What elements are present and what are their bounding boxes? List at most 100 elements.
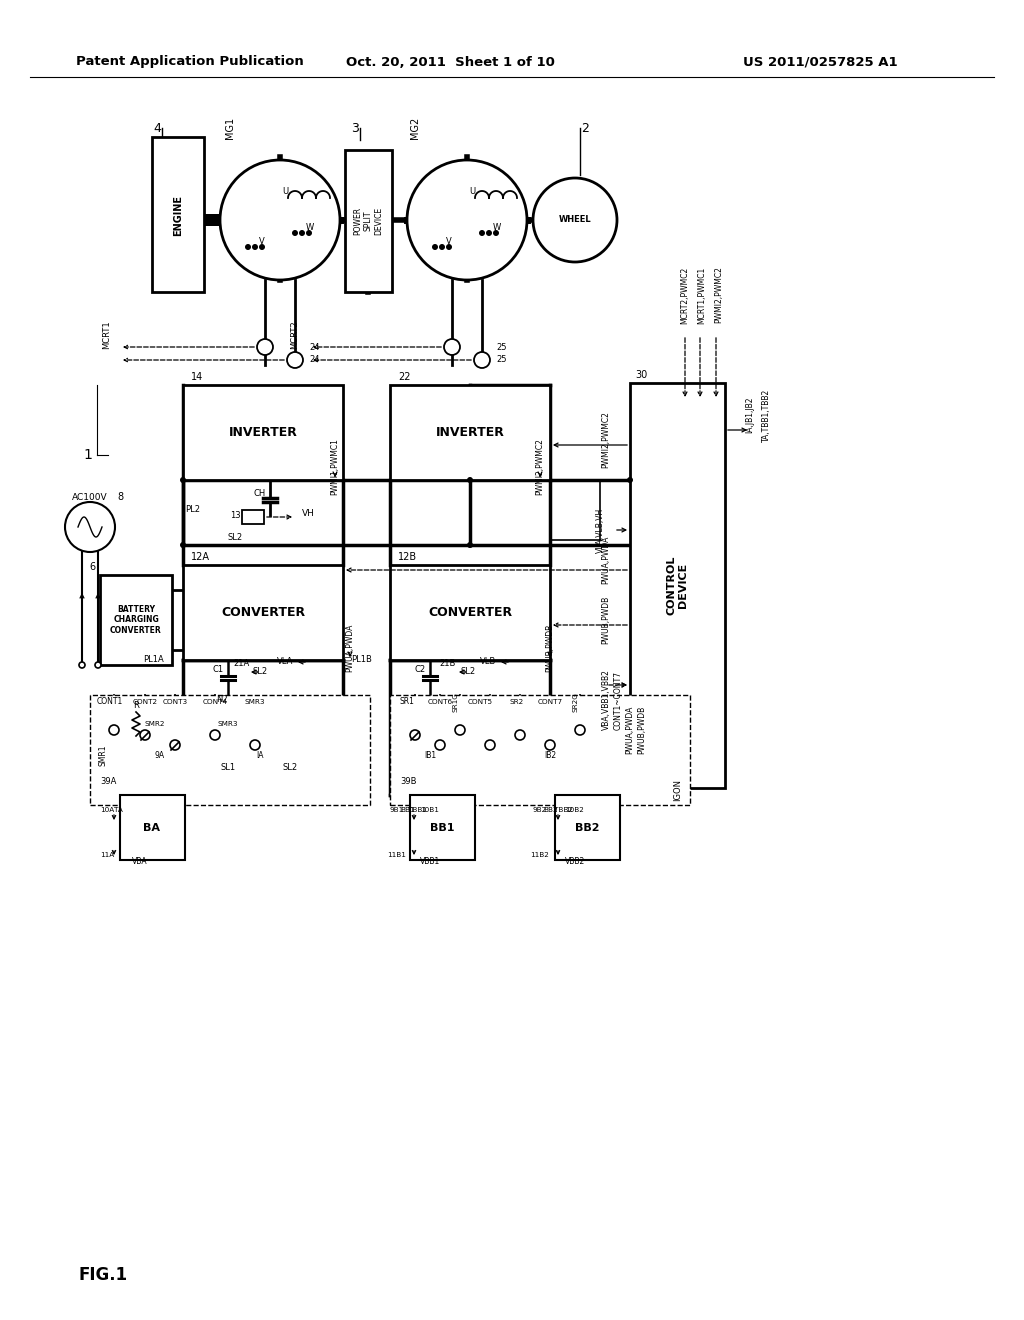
Circle shape: [180, 477, 186, 483]
Text: 12A: 12A: [191, 552, 210, 562]
Text: VH: VH: [301, 510, 314, 519]
Text: VLA: VLA: [276, 657, 293, 667]
Bar: [390, 385, 550, 480]
Text: POWER
SPLIT
DEVICE: POWER SPLIT DEVICE: [353, 207, 383, 235]
Text: Oct. 20, 2011  Sheet 1 of 10: Oct. 20, 2011 Sheet 1 of 10: [345, 55, 554, 69]
Circle shape: [627, 477, 633, 483]
Text: 8: 8: [117, 492, 123, 502]
Text: 13: 13: [229, 511, 241, 520]
Text: 39A: 39A: [100, 777, 117, 787]
Circle shape: [479, 230, 485, 236]
Bar: [183, 385, 343, 480]
Bar: [183, 565, 343, 660]
Circle shape: [65, 502, 115, 552]
Circle shape: [439, 244, 445, 249]
Text: VLA,VLB,VH: VLA,VLB,VH: [596, 507, 604, 553]
Text: SL2: SL2: [461, 668, 475, 676]
Circle shape: [95, 663, 101, 668]
Circle shape: [140, 730, 150, 741]
Circle shape: [109, 725, 119, 735]
Circle shape: [220, 160, 340, 280]
Text: PWMI2,PWMC2: PWMI2,PWMC2: [715, 267, 724, 323]
Text: CONT2: CONT2: [132, 700, 158, 705]
Text: PWUA,PWDA: PWUA,PWDA: [626, 706, 635, 754]
Text: SL2: SL2: [283, 763, 298, 772]
Text: BB1: BB1: [400, 807, 415, 813]
Bar: [204, 214, 220, 226]
Text: 25: 25: [497, 355, 507, 364]
Text: BB1: BB1: [430, 822, 455, 833]
Bar: [555, 795, 620, 861]
Bar: [345, 150, 392, 292]
Text: TBB2: TBB2: [554, 807, 572, 813]
Text: AC100V: AC100V: [72, 492, 108, 502]
Text: IA,JB1,JB2: IA,JB1,JB2: [745, 397, 755, 433]
Text: 10A: 10A: [100, 807, 114, 813]
Circle shape: [410, 730, 420, 741]
Circle shape: [545, 741, 555, 750]
Text: 11A: 11A: [100, 851, 114, 858]
Circle shape: [299, 230, 305, 236]
Text: N2: N2: [216, 696, 227, 705]
Text: BATTERY
CHARGING
CONVERTER: BATTERY CHARGING CONVERTER: [111, 605, 162, 635]
Text: CONT3: CONT3: [163, 700, 187, 705]
Text: MG1: MG1: [225, 117, 234, 139]
Text: PL2: PL2: [185, 506, 201, 515]
Circle shape: [292, 230, 298, 236]
Text: IB2: IB2: [544, 751, 556, 759]
Text: 9B1: 9B1: [390, 807, 404, 813]
Text: VLB: VLB: [480, 657, 496, 667]
Text: FIG.1: FIG.1: [78, 1266, 127, 1284]
Text: SMR2: SMR2: [144, 721, 165, 727]
Text: 39B: 39B: [400, 777, 417, 787]
Text: INVERTER: INVERTER: [228, 426, 297, 440]
Circle shape: [180, 543, 186, 548]
Circle shape: [444, 339, 460, 355]
Text: 2: 2: [581, 121, 589, 135]
Text: SL1: SL1: [220, 763, 236, 772]
Text: 10B1: 10B1: [421, 807, 439, 813]
Text: PL1B: PL1B: [351, 656, 373, 664]
Circle shape: [407, 160, 527, 280]
Text: 9B2: 9B2: [532, 807, 547, 813]
Text: U: U: [282, 187, 288, 197]
Text: BB2: BB2: [543, 807, 558, 813]
Circle shape: [79, 663, 85, 668]
Text: VBA,VBB1,VBB2: VBA,VBB1,VBB2: [601, 669, 610, 730]
Text: SR1: SR1: [400, 697, 415, 706]
Text: VBB2: VBB2: [565, 858, 585, 866]
Text: SR2: SR2: [510, 700, 524, 705]
Text: VBA: VBA: [132, 858, 147, 866]
Bar: [90, 696, 370, 805]
Text: PWUB,PWDB: PWUB,PWDB: [638, 706, 646, 754]
Text: INVERTER: INVERTER: [435, 426, 505, 440]
Circle shape: [493, 230, 499, 236]
Text: SL2: SL2: [253, 668, 267, 676]
Bar: [630, 383, 725, 788]
Text: 6: 6: [89, 562, 95, 572]
Text: W: W: [306, 223, 314, 232]
Circle shape: [486, 230, 492, 236]
Circle shape: [250, 741, 260, 750]
Text: 30: 30: [635, 370, 647, 380]
Text: TA,TBB1,TBB2: TA,TBB1,TBB2: [762, 388, 770, 442]
Text: V: V: [259, 238, 265, 247]
Circle shape: [467, 543, 473, 548]
Text: SMR1: SMR1: [98, 744, 108, 766]
Text: CONT4: CONT4: [203, 700, 227, 705]
Text: BA: BA: [143, 822, 161, 833]
Circle shape: [259, 244, 265, 249]
Text: CONT1~CONT7: CONT1~CONT7: [613, 671, 623, 730]
Text: TBB1: TBB1: [409, 807, 427, 813]
Text: PWMI1,PWMC1: PWMI1,PWMC1: [331, 438, 340, 495]
Bar: [390, 696, 690, 805]
Text: PWMI2,PWMC2: PWMI2,PWMC2: [536, 438, 545, 495]
Text: IGON: IGON: [673, 779, 682, 801]
Bar: [242, 510, 264, 524]
Text: CH: CH: [254, 490, 266, 499]
Text: TA: TA: [114, 807, 123, 813]
Text: SL2: SL2: [227, 532, 243, 541]
Circle shape: [435, 741, 445, 750]
Text: PL1A: PL1A: [142, 656, 164, 664]
Text: CONT7: CONT7: [538, 700, 562, 705]
